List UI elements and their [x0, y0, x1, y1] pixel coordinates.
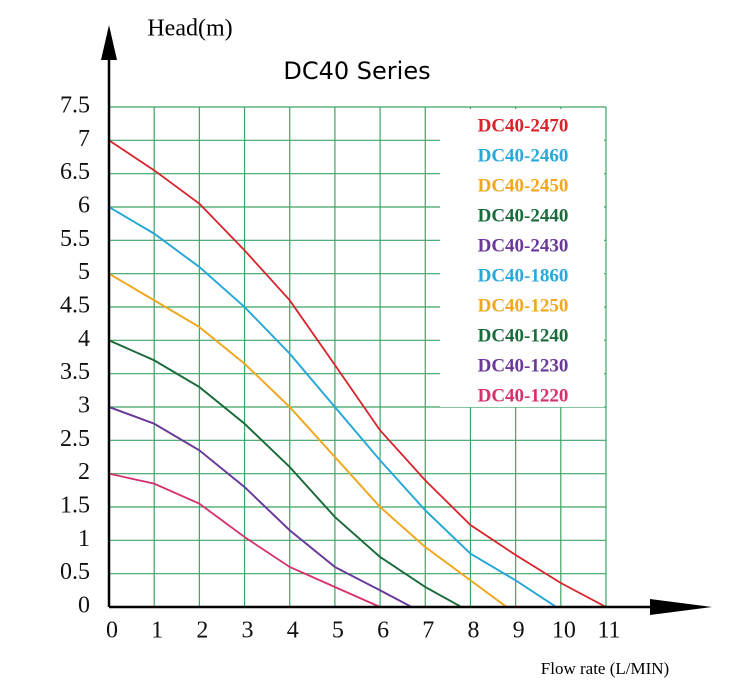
y-tick-label: 2	[78, 459, 90, 485]
legend-label: DC40-2460	[478, 145, 569, 166]
y-tick-label: 6.5	[60, 159, 90, 185]
x-tick-label: 10	[552, 618, 576, 644]
series-line	[108, 139, 607, 608]
series-line	[108, 406, 413, 608]
y-tick-label: 1.5	[60, 493, 90, 519]
y-tick-label: 0.5	[60, 559, 90, 585]
y-arrow	[101, 25, 117, 60]
y-tick-label: 2.5	[60, 426, 90, 452]
legend-label: DC40-1250	[478, 295, 569, 316]
y-tick-label: 3	[78, 393, 90, 419]
legend-label: DC40-2450	[478, 175, 569, 196]
y-tick-label: 4.5	[60, 293, 90, 319]
chart-title: DC40 Series	[283, 57, 430, 85]
legend-label: DC40-1230	[478, 355, 569, 376]
legend: DC40-2470 DC40-2460 DC40-2450 DC40-2440 DC40…	[478, 115, 569, 406]
x-tick-label: 1	[151, 618, 163, 644]
x-tick-label: 6	[377, 618, 389, 644]
y-tick-label: 4	[78, 326, 90, 352]
series-line	[108, 206, 557, 608]
x-arrow	[650, 599, 712, 615]
series-line	[108, 339, 462, 608]
x-tick-label: 2	[196, 618, 208, 644]
ticks: 0 1 2 3 4 5 6 7 8 9 10 11 0 0.5 1 1.5 2 2.5 3 3.5 4 4.5 5 5.5 6 6…	[60, 93, 621, 644]
legend-label: DC40-1220	[478, 385, 569, 406]
x-tick-label: 9	[513, 618, 525, 644]
y-tick-label: 5	[78, 259, 90, 285]
series-line	[108, 272, 508, 608]
x-tick-label: 4	[287, 618, 299, 644]
x-axis-label: Flow rate (L/MIN)	[541, 659, 669, 678]
legend-label: DC40-1240	[478, 325, 569, 346]
lines	[108, 139, 607, 608]
legend-label: DC40-2440	[478, 205, 569, 226]
legend-label: DC40-1860	[478, 265, 569, 286]
y-tick-label: 3.5	[60, 359, 90, 385]
legend-label: DC40-2430	[478, 235, 569, 256]
y-tick-label: 0	[78, 593, 90, 619]
y-tick-label: 5.5	[60, 226, 90, 252]
y-tick-label: 7.5	[60, 93, 90, 119]
x-tick-label: 5	[332, 618, 344, 644]
y-axis-label: Head(m)	[147, 16, 232, 42]
x-tick-label: 7	[422, 618, 434, 644]
series-line	[108, 472, 381, 608]
y-tick-label: 6	[78, 193, 90, 219]
x-tick-label: 8	[467, 618, 479, 644]
legend-label: DC40-2470	[478, 115, 569, 136]
x-tick-label: 0	[106, 618, 118, 644]
x-tick-label: 3	[242, 618, 254, 644]
y-tick-label: 1	[78, 526, 90, 552]
legend-box	[440, 109, 604, 407]
y-tick-label: 7	[78, 126, 90, 152]
x-tick-label: 11	[597, 618, 620, 644]
